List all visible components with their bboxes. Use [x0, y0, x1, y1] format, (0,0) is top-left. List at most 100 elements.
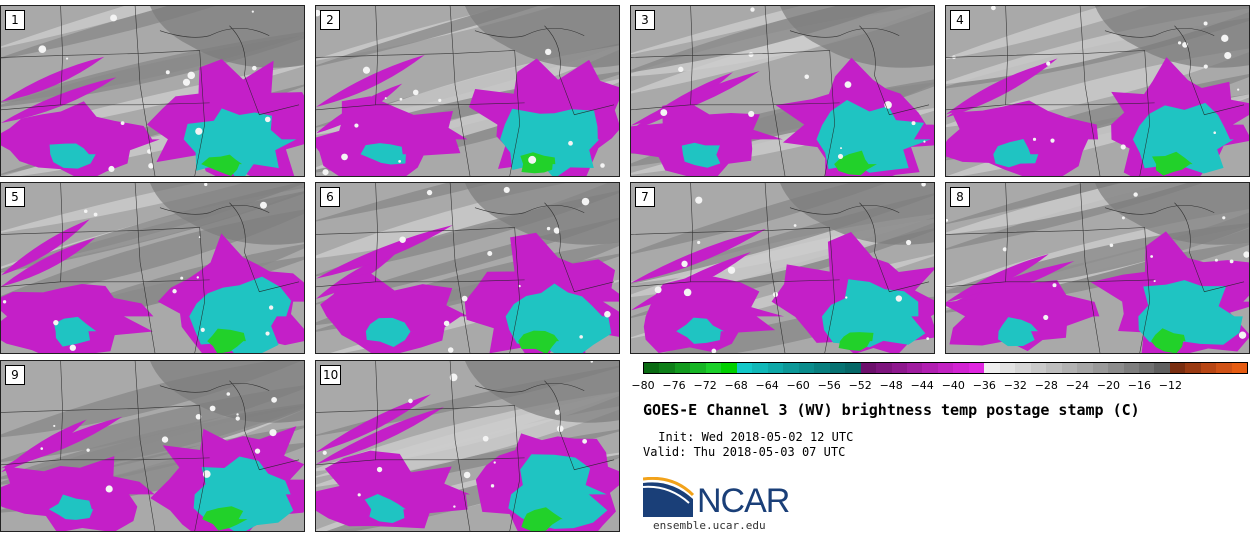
ensemble-member-panel[interactable]: 3 [630, 5, 935, 177]
cold-cloud-sw [316, 450, 471, 529]
colorbar-ticks: −80 −76 −72 −68 −64 −60 −56 −52 −48 −44 −40 −36 −32−… [631, 379, 1248, 393]
figure-title: GOES-E Channel 3 (WV) brightness temp po… [643, 401, 1140, 419]
colorbar-segment [659, 363, 675, 373]
member-number-label: 4 [950, 10, 970, 30]
wv-map [316, 361, 619, 531]
colorbar-segment [1077, 363, 1093, 373]
colorbar-segment [736, 363, 753, 373]
ensemble-member-panel[interactable]: 4 [945, 5, 1250, 177]
colorbar-tick-label: −36 [972, 379, 996, 392]
colorbar-segment [721, 363, 737, 373]
cold-cloud-sw [946, 100, 1099, 176]
colorbar-segment [860, 363, 877, 373]
colorbar-segment [845, 363, 861, 373]
colorbar-segment [1123, 363, 1139, 373]
wv-map [1, 183, 304, 353]
wv-map [631, 6, 934, 176]
colorbar-tick-label: −28 [1034, 379, 1058, 392]
colorbar-segment [1015, 363, 1031, 373]
colorbar-segment [984, 363, 1000, 373]
colorbar-tick-label: −48 [879, 379, 903, 392]
wv-map [946, 6, 1249, 176]
colorbar-segment [1092, 363, 1109, 373]
ensemble-member-panel[interactable]: 7 [630, 182, 935, 354]
wv-map [316, 6, 619, 176]
colorbar-segment [814, 363, 830, 373]
cold-cloud-sw [643, 276, 785, 353]
wv-map [631, 183, 934, 353]
colorbar-segment [829, 363, 846, 373]
member-number-label: 10 [320, 365, 342, 385]
colorbar-segment [1061, 363, 1078, 373]
colorbar-tick-label: −52 [848, 379, 872, 392]
colorbar-tick-label: −44 [910, 379, 934, 392]
colorbar-tick-label: −16 [1127, 379, 1151, 392]
cold-cloud-streak [316, 394, 431, 453]
ensemble-member-panel[interactable]: 2 [315, 5, 620, 177]
cold-cloud-sw [1, 101, 160, 176]
colorbar-tick-label: −56 [817, 379, 841, 392]
ensemble-member-panel[interactable]: 1 [0, 5, 305, 177]
colorbar-tick-label: −76 [662, 379, 686, 392]
colorbar-tick-label: −40 [941, 379, 965, 392]
cold-cloud-streak [316, 54, 425, 107]
colorbar-segment [906, 363, 923, 373]
colorbar-segment [1154, 363, 1170, 373]
wv-map [316, 183, 619, 353]
member-number-label: 9 [5, 365, 25, 385]
ensemble-member-panel[interactable]: 9 [0, 360, 305, 532]
ensemble-member-panel[interactable]: 5 [0, 182, 305, 354]
ensemble-member-panel[interactable]: 6 [315, 182, 620, 354]
cold-cloud-streak [1, 56, 105, 102]
colorbar-segment [937, 363, 954, 373]
cold-cloud-streak [1, 419, 87, 473]
colorbar-segment [922, 363, 938, 373]
colorbar [643, 362, 1248, 374]
init-time: Init: Wed 2018-05-02 12 UTC [651, 430, 854, 444]
colorbar-tick-label: −80 [631, 379, 655, 392]
cold-cloud-streak [631, 228, 766, 283]
colorbar-segment [1216, 363, 1232, 373]
cold-cloud-sw [1, 456, 155, 531]
ensemble-member-panel[interactable]: 10 [315, 360, 620, 532]
cold-cloud-streak [1, 77, 117, 123]
colorbar-segment [1185, 363, 1201, 373]
cold-cloud-sw [320, 272, 469, 353]
cold-cloud-streak [316, 406, 445, 465]
cold-cloud-streak [946, 58, 1058, 118]
colorbar-tick-label: −68 [724, 379, 748, 392]
member-number-label: 1 [5, 10, 25, 30]
colorbar-tick-label: −64 [755, 379, 779, 392]
wv-map [1, 6, 304, 176]
valid-time: Valid: Thu 2018-05-03 07 UTC [643, 445, 846, 459]
colorbar-segment [999, 363, 1016, 373]
colorbar-segment [1139, 363, 1155, 373]
colorbar-segment [891, 363, 907, 373]
colorbar-segment [968, 363, 985, 373]
cold-cloud-streak [316, 225, 453, 279]
colorbar-segment [798, 363, 815, 373]
cold-cloud-streak [1, 237, 96, 287]
cold-cloud-streak [316, 251, 399, 299]
colorbar-tick-label: −60 [786, 379, 810, 392]
logo-text: NCAR [697, 482, 790, 520]
colorbar-segment [783, 363, 799, 373]
colorbar-tick-label: −24 [1065, 379, 1089, 392]
member-number-label: 7 [635, 187, 655, 207]
cold-cloud-sw [946, 280, 1100, 352]
ensemble-member-panel[interactable]: 8 [945, 182, 1250, 354]
member-number-label: 3 [635, 10, 655, 30]
colorbar-tick-label: −12 [1158, 379, 1182, 392]
member-number-label: 6 [320, 187, 340, 207]
colorbar-segment [1169, 363, 1186, 373]
cold-cloud-streak [1, 219, 90, 276]
site-url: ensemble.ucar.edu [653, 519, 766, 532]
colorbar-tick-label: −72 [693, 379, 717, 392]
colorbar-segment [1108, 363, 1124, 373]
colorbar-segment [953, 363, 969, 373]
colorbar-segment [752, 363, 768, 373]
colorbar-segment [674, 363, 691, 373]
wv-map [946, 183, 1249, 353]
colorbar-segment [690, 363, 706, 373]
colorbar-tick-label: −20 [1096, 379, 1120, 392]
